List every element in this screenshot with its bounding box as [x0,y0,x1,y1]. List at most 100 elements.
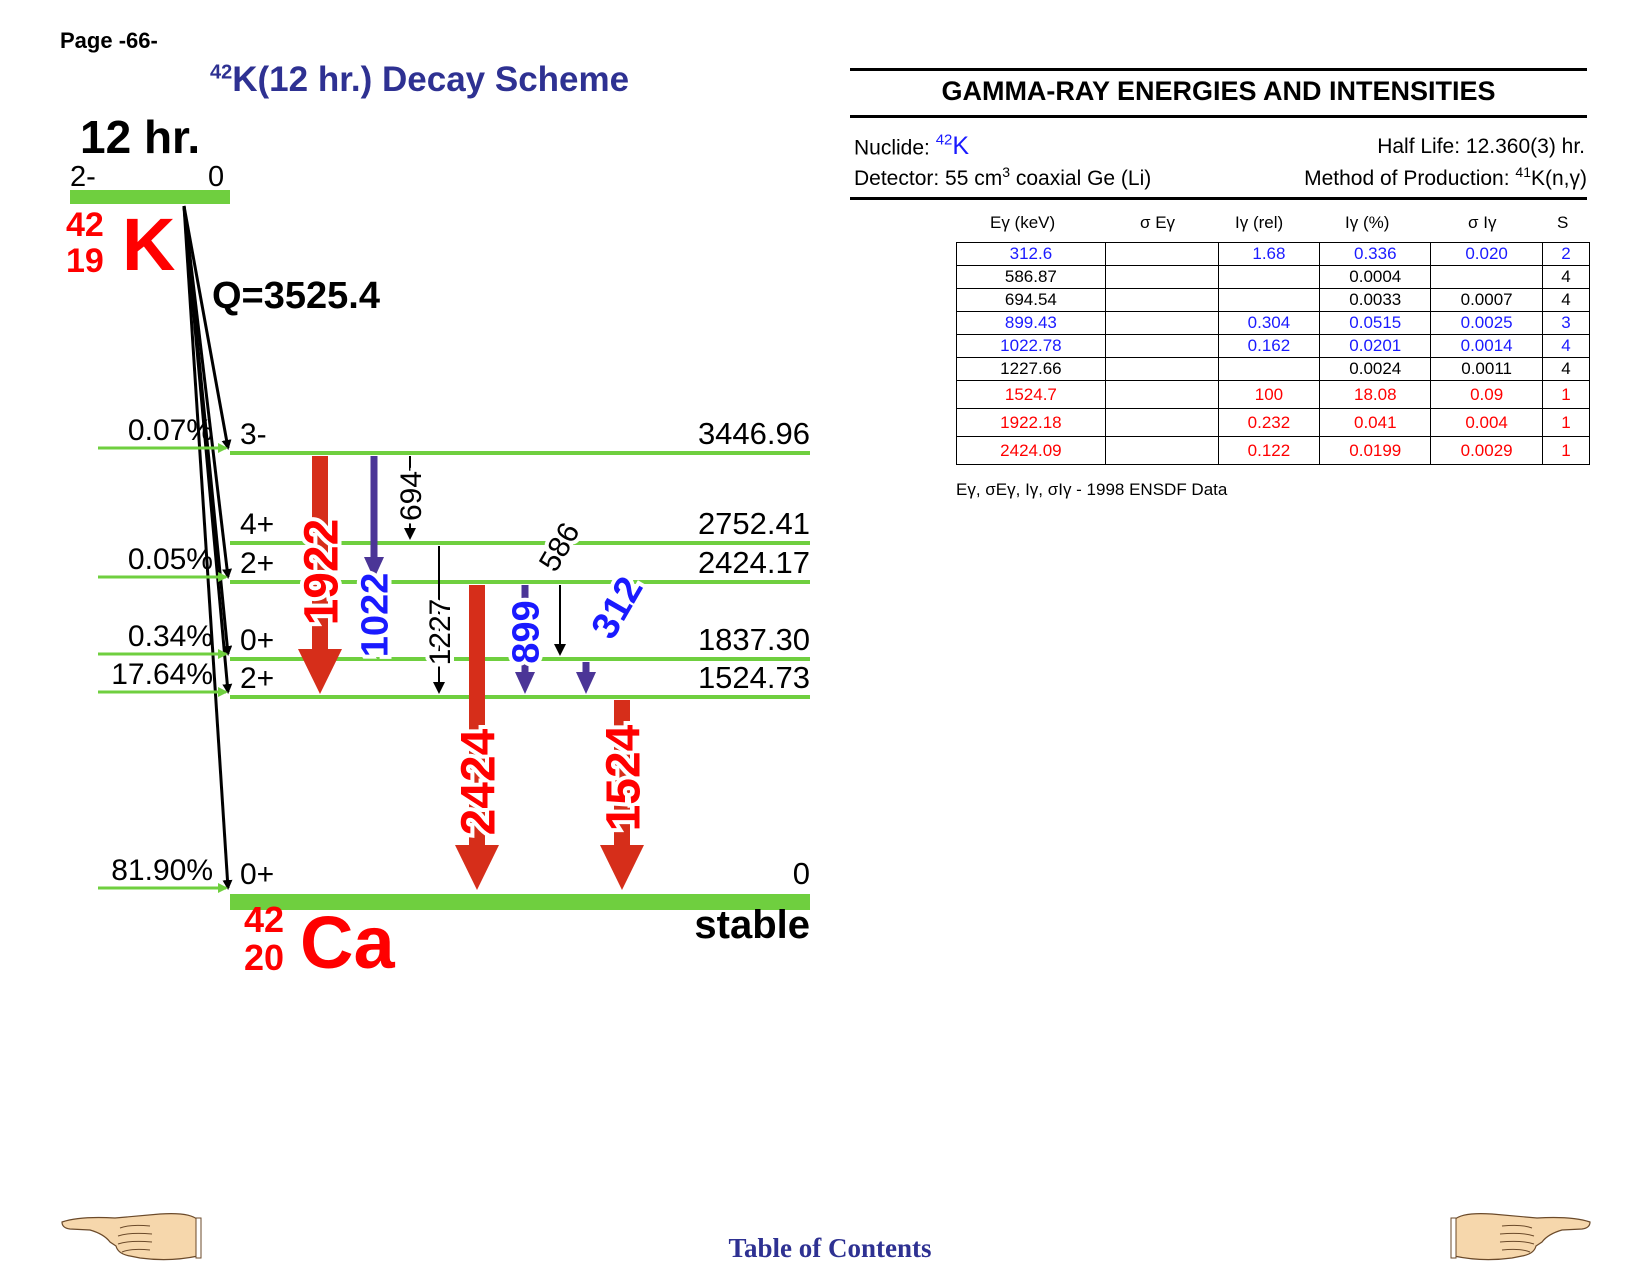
cell-rel-intensity: 0.304 [1217,311,1321,335]
cell-source: 2 [1542,242,1590,266]
gamma-energy-label: 1922 [295,519,348,626]
nuclide-value: 42K [936,132,969,160]
table-top-rule [850,68,1587,71]
level-spin: 2+ [240,662,274,695]
prev-page-hand-icon[interactable] [60,1210,202,1262]
production-text-2: K(n,γ) [1530,167,1587,190]
cell-pct-intensity: 0.0024 [1319,357,1432,381]
level-spin: 3- [240,418,267,451]
level-line [230,657,810,661]
level-energy: 0 [793,856,810,891]
title-mass-number: 42 [210,61,233,84]
page-title: 42K(12 hr.) Decay Scheme [210,60,629,100]
table-info-rule [850,197,1587,200]
parent-halflife: 12 hr. [80,111,200,163]
gamma-arrow-head [364,557,384,579]
cell-source: 4 [1542,265,1590,289]
gamma-arrow-head [576,672,596,694]
gamma-transition-1922: 1922 [291,456,352,694]
table-footnote: Eγ, σEγ, Iγ, σIγ - 1998 ENSDF Data [956,480,1228,499]
table-title-rule [850,115,1587,118]
level-line [230,541,810,545]
cell-energy: 1922.18 [956,408,1106,437]
cell-rel-intensity: 0.232 [1217,408,1321,437]
daughter-atomic-number: 20 [244,937,284,978]
gamma-arrow-head [455,845,499,890]
gamma-transition-694: 694 [391,456,432,540]
table-row: 694.54 0.0033 0.0007 4 [956,288,1590,312]
cell-intensity-error: 0.09 [1430,380,1544,409]
level-line [230,451,810,455]
detector-sup: 3 [1002,164,1011,180]
gamma-transition-1227: 1227 [420,546,461,694]
gamma-energy-label: 899 [506,600,548,663]
cell-source: 1 [1542,408,1590,437]
table-row: 586.87 0.0004 4 [956,265,1590,289]
gamma-arrow-head [404,528,416,540]
table-of-contents-link[interactable]: Table of Contents [728,1233,932,1263]
table-row: 899.43 0.304 0.0515 0.0025 3 [956,311,1590,335]
level-energy: 1837.30 [698,622,810,657]
cell-energy-error [1104,436,1219,465]
cell-rel-intensity [1217,288,1321,312]
gamma-transition-899: 899 [502,585,552,694]
gamma-arrow-shaft [614,700,630,845]
gamma-energy-label: 1227 [424,599,457,666]
gamma-energy-label: 2424 [452,728,505,835]
cell-intensity-error: 0.0007 [1430,288,1544,312]
parent-symbol: K [122,203,175,286]
gamma-table-title: GAMMA-RAY ENERGIES AND INTENSITIES [941,76,1496,106]
gamma-energy-label: 694 [395,471,428,521]
nuclide-symbol: K [952,132,970,161]
cell-intensity-error: 0.0011 [1430,357,1544,381]
cell-energy: 1022.78 [956,334,1106,358]
gamma-transition-2424: 2424 [448,585,509,890]
parent-spin: 2- [70,161,96,193]
cell-energy: 586.87 [956,265,1106,289]
cell-energy-error [1104,265,1219,289]
cell-energy-error [1104,242,1219,266]
next-page-hand-icon[interactable] [1450,1210,1592,1262]
detector-text-2: coaxial Ge (Li) [1010,167,1152,190]
cell-energy: 899.43 [956,311,1106,335]
gamma-arrow-shaft [312,456,328,649]
cell-energy: 1227.66 [956,357,1106,381]
beta-feeding-percent: 0.34% [128,620,213,653]
production-info: Method of Production: 41K(n,γ) [1304,164,1587,191]
parent-level-bar [70,190,230,204]
cell-pct-intensity: 0.041 [1319,408,1432,437]
cell-intensity-error: 0.0029 [1430,436,1544,465]
table-row: 1022.78 0.162 0.0201 0.0014 4 [956,334,1590,358]
cell-rel-intensity [1217,265,1321,289]
cell-source: 1 [1542,436,1590,465]
page-number: Page -66- [60,28,158,53]
beta-feeding-percent: 81.90% [111,854,213,887]
nuclide-info: Nuclide: 42K [854,132,969,161]
gamma-transition-312: 312 [576,566,656,694]
cell-rel-intensity: 100 [1217,380,1321,409]
gamma-energy-label: 586 [533,517,587,577]
level-spin: 2+ [240,547,274,580]
level-spin: 0+ [240,858,274,891]
parent-energy: 0 [208,161,224,193]
nuclide-mass: 42 [935,132,953,149]
detector-info: Detector: 55 cm3 coaxial Ge (Li) [854,164,1151,191]
cell-source: 1 [1542,380,1590,409]
beta-decay-arrow [182,205,232,450]
cell-rel-intensity: 0.122 [1217,436,1321,465]
col-header-energy: Eγ (keV) [990,213,1056,232]
table-row: 312.6 1.68 0.336 0.020 2 [956,242,1590,266]
gamma-arrow-head [554,644,566,656]
gamma-arrow-shaft [521,585,529,672]
gamma-arrow-shaft [469,585,485,845]
cell-rel-intensity: 1.68 [1217,242,1321,266]
gamma-arrow-head [298,649,342,694]
table-row: 1922.18 0.232 0.041 0.004 1 [956,408,1590,437]
col-header-pct-intensity: Iγ (%) [1345,213,1390,232]
level-energy: 3446.96 [698,416,810,451]
table-row: 2424.09 0.122 0.0199 0.0029 1 [956,436,1590,465]
gamma-transition-1524: 1524 [593,700,654,890]
cell-energy: 694.54 [956,288,1106,312]
gamma-ray-table: 312.6 1.68 0.336 0.020 2 586.87 0.0004 4 694.54 0… [956,242,1590,465]
cell-rel-intensity [1217,357,1321,381]
